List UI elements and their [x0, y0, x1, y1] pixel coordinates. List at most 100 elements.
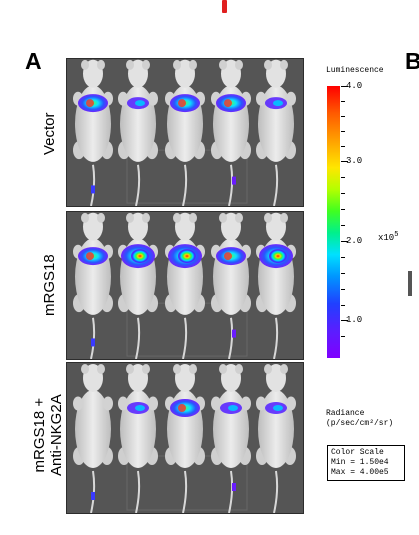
colorbar-minor-tick — [341, 225, 345, 226]
mouse-tail — [135, 317, 141, 359]
mouse-ear — [142, 59, 150, 70]
luminescence-hotspot — [178, 249, 196, 264]
mouse-leg — [73, 396, 83, 411]
mouse-tail — [135, 470, 141, 513]
group-label-mrgs18-anti-nkg2a: mRGS18 + Anti-NKG2A — [31, 394, 65, 476]
colorbar-tick-label: 2.0 — [346, 236, 363, 246]
group-label-line: Vector — [41, 112, 58, 155]
mouse-tail — [273, 470, 279, 513]
mouse-ear — [280, 59, 288, 70]
mouse-leg — [256, 396, 266, 411]
mouse-ear — [126, 364, 134, 374]
colorbar-tick — [341, 241, 348, 242]
luminescence-spot — [91, 492, 95, 500]
colorbar-minor-tick — [341, 177, 345, 178]
radiance-units: (p/sec/cm²/sr) — [326, 419, 394, 428]
mouse-ear — [280, 212, 288, 223]
mouse-ear — [235, 364, 243, 374]
color-scale-max: Max = 4.00e5 — [331, 468, 389, 477]
colorbar-minor-tick — [341, 305, 345, 306]
colorbar-multiplier: x105 — [378, 231, 398, 243]
group-label-line: mRGS18 + — [31, 397, 48, 473]
mouse-leg — [211, 396, 221, 411]
mouse-leg — [241, 396, 251, 411]
colorbar-minor-tick — [341, 257, 345, 258]
colorbar-tick-label: 1.0 — [346, 315, 363, 325]
colorbar-tick-label: 4.0 — [346, 81, 363, 91]
mouse-ear — [126, 212, 134, 223]
color-scale-title: Color Scale — [331, 448, 384, 457]
mouse-ear — [142, 212, 150, 223]
mouse-ear — [142, 364, 150, 374]
mouse-figure — [256, 364, 296, 513]
colorbar-multiplier-base: x10 — [378, 233, 395, 243]
mouse-tail — [90, 317, 96, 359]
mouse-figure — [165, 212, 205, 359]
photo-panel-mrgs18-anti-nkg2a — [66, 362, 304, 514]
luminescence-hotspot — [131, 249, 149, 264]
mouse-ear — [189, 364, 197, 374]
luminescence-signal — [228, 405, 238, 411]
mouse-leg — [286, 91, 296, 106]
mouse-figure — [211, 212, 251, 359]
luminescence-spot — [232, 483, 236, 491]
mouse-ear — [264, 59, 272, 70]
luminescence-hotspot — [224, 252, 232, 261]
colorbar-multiplier-exponent: 5 — [394, 231, 399, 239]
colorbar — [327, 86, 340, 358]
mouse-tail — [228, 317, 234, 359]
photo-panel-mrgs18 — [66, 211, 304, 360]
mouse-leg — [286, 396, 296, 411]
color-scale-box: Color Scale Min = 1.50e4 Max = 4.00e5 — [327, 445, 405, 481]
colorbar-minor-tick — [341, 336, 345, 337]
mouse-ear — [97, 364, 105, 374]
mouse-ear — [219, 59, 227, 70]
colorbar-tick-label: 3.0 — [346, 156, 363, 166]
mouse-figure — [118, 59, 158, 206]
luminescence-spot — [232, 176, 236, 185]
mouse-ear — [81, 364, 89, 374]
group-label-line: mRGS18 — [41, 254, 58, 316]
colorbar-minor-tick — [341, 209, 345, 210]
mouse-leg — [118, 91, 128, 106]
luminescence-signal — [135, 405, 145, 411]
luminescence-hotspot — [178, 99, 186, 108]
mouse-tail — [273, 164, 279, 206]
mouse-leg — [148, 91, 158, 106]
mouse-leg — [103, 396, 113, 411]
colorbar-title: Luminescence — [326, 66, 384, 75]
luminescence-signal — [273, 100, 283, 107]
luminescence-signal — [135, 100, 145, 107]
mouse-ear — [173, 364, 181, 374]
panel-b-edge-mark — [408, 271, 412, 296]
mouse-tail — [90, 164, 96, 206]
mouse-leg — [148, 396, 158, 411]
radiance-label-line: Radiance — [326, 409, 365, 418]
radiance-label: Radiance (p/sec/cm²/sr) — [326, 409, 393, 429]
luminescence-hotspot — [269, 249, 287, 264]
luminescence-hotspot — [178, 404, 186, 412]
mouse-figure — [118, 364, 158, 513]
colorbar-tick — [341, 86, 348, 87]
mouse-ear — [264, 364, 272, 374]
mouse-ear — [235, 212, 243, 223]
mouse-body — [75, 390, 111, 468]
colorbar-minor-tick — [341, 193, 345, 194]
mouse-tail — [228, 164, 234, 206]
luminescence-spot — [91, 185, 95, 194]
mouse-figure — [256, 212, 296, 359]
group-label-mrgs18: mRGS18 — [41, 254, 58, 316]
mouse-tail — [182, 317, 188, 359]
mouse-ear — [97, 59, 105, 70]
mouse-ear — [173, 212, 181, 223]
mouse-tail — [273, 317, 279, 359]
mouse-ear — [189, 59, 197, 70]
luminescence-hotspot — [86, 252, 94, 261]
luminescence-spot — [232, 329, 236, 338]
panel-letter-b: B — [405, 48, 419, 74]
panel-letter-a: A — [25, 48, 42, 74]
mouse-ear — [81, 59, 89, 70]
mouse-ear — [264, 212, 272, 223]
colorbar-tick — [341, 161, 348, 162]
luminescence-spot — [91, 338, 95, 347]
